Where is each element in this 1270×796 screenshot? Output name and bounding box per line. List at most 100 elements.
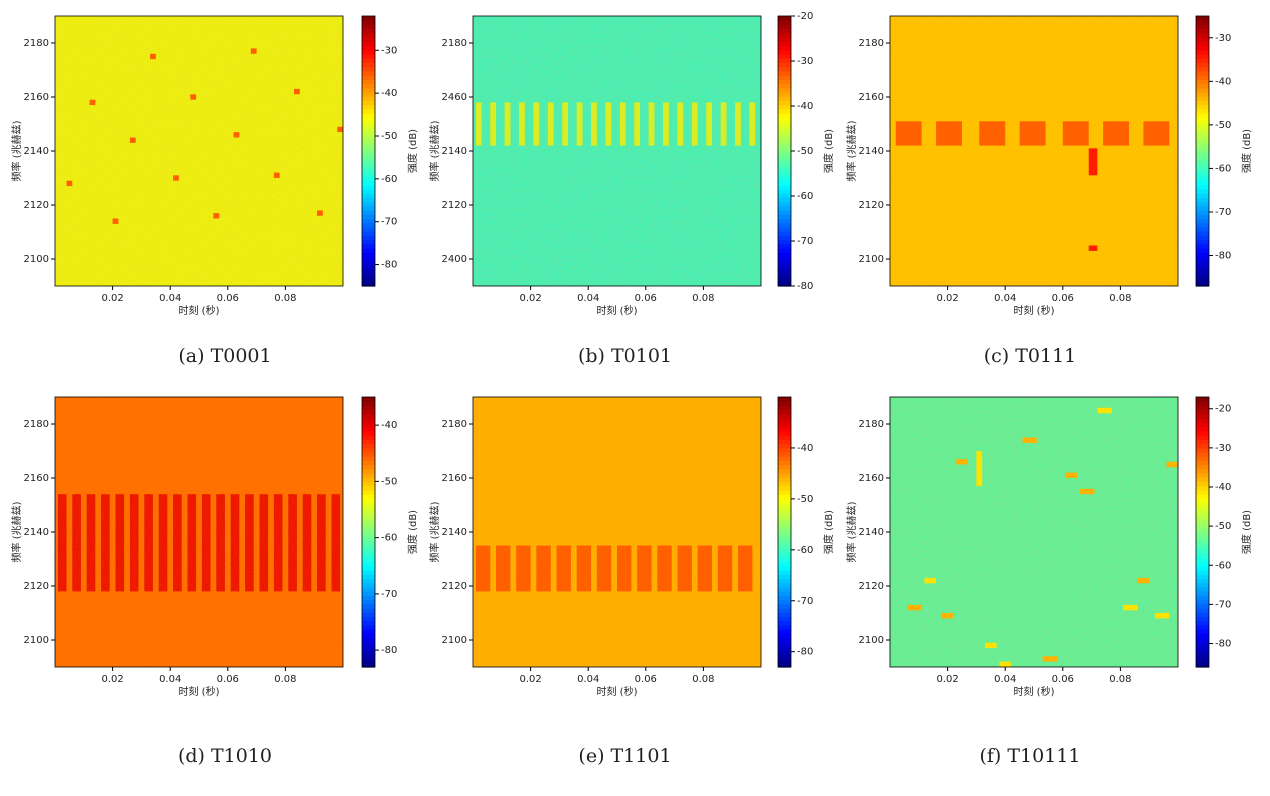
colorbar-segment [1196, 273, 1209, 279]
colorbar-segment [362, 434, 375, 440]
colorbar-segment [778, 502, 791, 508]
colorbar-segment [362, 41, 375, 47]
colorbar-segment [1196, 28, 1209, 34]
colorbar-segment [778, 477, 791, 482]
colorbar-segment [362, 269, 375, 274]
colorbar-segment [362, 510, 375, 516]
colorbar-segment [362, 151, 375, 156]
colorbar-segment [362, 485, 375, 491]
colorbar-segment [362, 184, 375, 190]
colorbar-segment [778, 226, 791, 232]
colorbar-segment [1196, 413, 1209, 419]
colorbar-segment [362, 70, 375, 76]
colorbar-segment [1196, 104, 1209, 110]
colorbar-segment [778, 273, 791, 279]
colorbar-segment [1196, 256, 1209, 262]
colorbar-segment [1196, 16, 1209, 21]
colorbar-tick-label: -40 [381, 88, 397, 99]
colorbar-segment [1196, 540, 1209, 546]
colorbar-segment [1196, 163, 1209, 169]
colorbar-segment [1196, 565, 1209, 571]
colorbar-tick-label: -40 [381, 420, 397, 431]
colorbar-segment [362, 273, 375, 279]
y-tick-label: 2180 [442, 38, 467, 49]
colorbar-segment [778, 58, 791, 64]
colorbar-segment [362, 248, 375, 253]
colorbar-segment [778, 37, 791, 42]
colorbar-segment [1196, 439, 1209, 445]
colorbar-segment [778, 565, 791, 571]
colorbar-segment [1196, 472, 1209, 478]
colorbar-segment [1196, 121, 1209, 127]
colorbar-segment [778, 218, 791, 224]
colorbar-segment [1196, 553, 1209, 558]
colorbar-tick-label: -40 [797, 101, 813, 112]
colorbar-segment [1196, 20, 1209, 26]
colorbar-segment [778, 574, 791, 580]
colorbar-segment [362, 104, 375, 110]
colorbar-segment [778, 239, 791, 245]
colorbar-segment [778, 28, 791, 34]
colorbar-segment [778, 87, 791, 93]
colorbar-segment [362, 159, 375, 165]
colorbar-segment [778, 205, 791, 211]
y-tick-label: 2120 [442, 581, 467, 592]
colorbar-segment [1196, 70, 1209, 76]
colorbar-segment [778, 70, 791, 76]
colorbar-segment [778, 532, 791, 537]
colorbar-segment [778, 540, 791, 546]
x-tick-label: 0.08 [274, 293, 296, 304]
y-axis-label: 频率 (兆赫兹) [10, 501, 23, 562]
colorbar-segment [362, 146, 375, 152]
x-tick-label: 0.04 [577, 674, 599, 685]
colorbar-segment [778, 100, 791, 106]
colorbar-segment [362, 540, 375, 546]
colorbar-segment [778, 184, 791, 190]
colorbar-segment [362, 481, 375, 487]
colorbar-segment [362, 231, 375, 236]
colorbar-segment [1196, 397, 1209, 402]
colorbar-segment [1196, 201, 1209, 207]
colorbar-segment [778, 231, 791, 236]
colorbar-segment [778, 16, 791, 21]
colorbar-segment [778, 489, 791, 495]
colorbar-segment [362, 121, 375, 127]
colorbar-segment [362, 87, 375, 93]
x-tick-label: 0.04 [159, 293, 181, 304]
colorbar-segment [1196, 79, 1209, 85]
colorbar-segment [362, 464, 375, 470]
colorbar-segment [1196, 134, 1209, 139]
colorbar-segment [362, 197, 375, 203]
colorbar-segment [362, 422, 375, 428]
colorbar-segment [1196, 281, 1209, 287]
colorbar-segment [1196, 401, 1209, 407]
colorbar-segment [778, 557, 791, 563]
colorbar-segment [1196, 125, 1209, 131]
colorbar-segment [1196, 129, 1209, 135]
colorbar-segment [778, 633, 791, 639]
colorbar-segment [362, 260, 375, 266]
colorbar-segment [1196, 485, 1209, 491]
colorbar-segment [1196, 239, 1209, 245]
colorbar-segment [1196, 557, 1209, 563]
colorbar-tick-label: -50 [1215, 521, 1231, 532]
y-tick-label: 2100 [859, 635, 884, 646]
colorbar-segment [362, 574, 375, 580]
colorbar-tick-label: -80 [381, 260, 397, 271]
colorbar-segment [362, 125, 375, 131]
colorbar-segment [778, 413, 791, 419]
colorbar-segment [362, 418, 375, 423]
x-tick-label: 0.08 [692, 674, 714, 685]
colorbar-segment [362, 20, 375, 26]
x-tick-label: 0.02 [519, 674, 541, 685]
colorbar-segment [778, 62, 791, 68]
caption: (d) T1010 [178, 745, 272, 767]
colorbar-segment [362, 28, 375, 34]
colorbar-segment [362, 397, 375, 402]
noise-texture [473, 397, 761, 667]
colorbar-segment [778, 24, 791, 30]
colorbar-segment [778, 45, 791, 51]
colorbar-segment [1196, 620, 1209, 626]
colorbar-frame [1195, 15, 1210, 287]
colorbar-segment [362, 451, 375, 457]
